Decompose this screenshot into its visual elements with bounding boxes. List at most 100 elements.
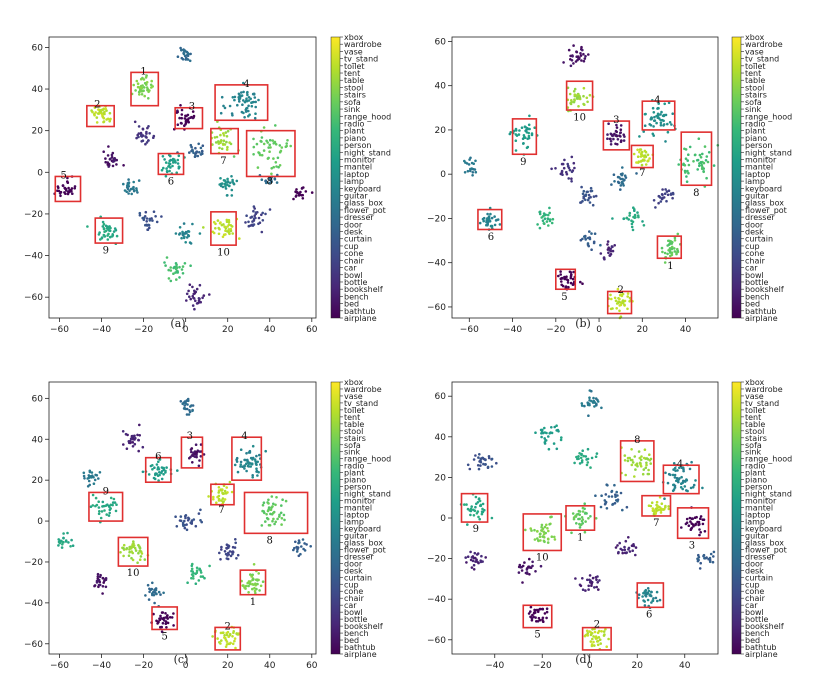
cluster — [557, 270, 584, 291]
cluster — [102, 145, 125, 168]
data-point — [584, 455, 588, 458]
highlight-box-10 — [522, 513, 563, 552]
data-point — [616, 544, 619, 547]
colorbar-label: piano — [344, 134, 366, 143]
data-point — [607, 495, 611, 498]
data-point — [107, 165, 110, 168]
data-point — [584, 198, 587, 202]
data-point — [161, 621, 165, 625]
data-point — [610, 495, 614, 498]
data-point — [261, 211, 265, 215]
data-point — [539, 564, 543, 568]
colorbar-label: car — [745, 264, 758, 273]
y-tick-label: −20 — [427, 214, 446, 224]
data-point — [137, 125, 141, 128]
scatter-points — [57, 397, 313, 650]
data-point — [660, 197, 664, 201]
cluster — [564, 502, 598, 535]
data-point — [144, 135, 147, 138]
data-point — [548, 432, 551, 435]
data-point — [560, 436, 563, 439]
x-tick-label: 40 — [680, 325, 692, 335]
data-point — [660, 502, 664, 506]
data-point — [474, 159, 477, 163]
data-point — [661, 114, 665, 118]
data-point — [137, 551, 140, 555]
data-point — [543, 540, 546, 544]
data-point — [295, 194, 298, 197]
data-point — [247, 96, 251, 99]
data-point — [529, 615, 532, 619]
data-point — [264, 449, 268, 453]
highlight-box-6 — [636, 582, 665, 609]
cluster — [121, 423, 145, 453]
colorbar-label: lamp — [344, 517, 364, 526]
cluster — [583, 627, 610, 651]
data-point — [586, 447, 590, 451]
data-point — [554, 167, 557, 170]
data-point — [581, 48, 584, 52]
data-point — [226, 554, 229, 557]
data-point — [137, 135, 140, 139]
data-point — [230, 490, 234, 494]
colorbar-label: guitar — [344, 531, 368, 540]
data-point — [266, 141, 270, 144]
data-point — [300, 545, 303, 548]
data-point — [242, 90, 245, 94]
data-point — [548, 206, 551, 210]
data-point — [145, 83, 148, 86]
data-point — [186, 113, 190, 117]
data-point — [489, 212, 492, 216]
colorbar-label: night_stand — [344, 490, 391, 499]
data-point — [100, 113, 104, 116]
data-point — [247, 584, 250, 588]
highlight-box-label: 3 — [613, 115, 619, 126]
colorbar-label: sink — [344, 448, 360, 457]
colorbar-label: plant — [344, 127, 364, 136]
data-point — [642, 468, 646, 471]
highlight-box-7 — [641, 494, 672, 517]
data-point — [258, 453, 261, 457]
data-point — [174, 232, 178, 235]
data-point — [624, 473, 627, 477]
data-point — [644, 163, 648, 166]
data-point — [586, 198, 590, 202]
data-point — [250, 215, 254, 219]
data-point — [183, 404, 186, 407]
data-point — [111, 503, 114, 507]
data-point — [633, 213, 637, 217]
cluster — [292, 538, 313, 558]
data-point — [144, 594, 147, 597]
data-point — [245, 452, 248, 455]
data-point — [183, 262, 187, 265]
data-point — [537, 609, 540, 612]
data-point — [279, 149, 283, 153]
data-point — [217, 486, 221, 489]
colorbar-label: glass_box — [344, 199, 383, 208]
data-point — [588, 578, 591, 582]
y-tick-label: −60 — [427, 303, 446, 313]
highlight-box-label: 8 — [267, 177, 273, 188]
cluster — [93, 572, 108, 595]
data-point — [663, 251, 667, 255]
data-point — [594, 494, 597, 498]
highlight-box-7 — [210, 127, 240, 155]
data-point — [148, 226, 151, 230]
data-point — [597, 629, 601, 633]
data-point — [481, 507, 484, 511]
highlight-box-1 — [656, 235, 683, 260]
data-point — [545, 523, 548, 527]
data-point — [248, 451, 252, 454]
data-point — [560, 171, 564, 174]
colorbar-label: chair — [745, 594, 766, 603]
data-point — [248, 582, 252, 586]
data-point — [60, 546, 64, 549]
data-point — [599, 642, 602, 645]
data-point — [621, 177, 624, 181]
data-point — [543, 525, 547, 529]
data-point — [115, 163, 118, 166]
data-point — [143, 558, 147, 561]
data-point — [553, 535, 556, 539]
data-point — [619, 131, 622, 134]
cluster — [176, 142, 205, 158]
